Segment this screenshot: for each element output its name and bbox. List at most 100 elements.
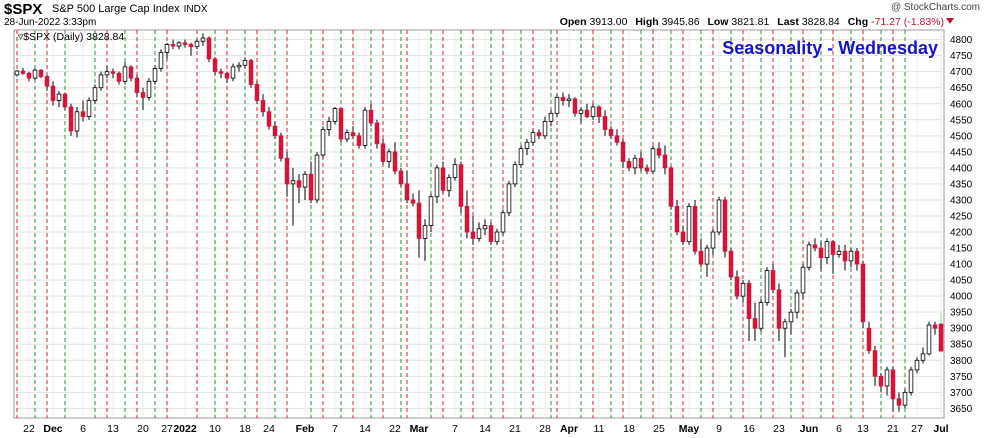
candle xyxy=(122,66,128,82)
candle xyxy=(842,250,848,262)
candle xyxy=(830,241,836,255)
x-tick-label: 14 xyxy=(479,423,491,435)
high-label: High xyxy=(635,16,659,28)
y-tick-label: 4000 xyxy=(950,292,973,303)
down-arrow-icon xyxy=(946,18,954,24)
y-tick-label: 4200 xyxy=(950,228,973,239)
candle xyxy=(716,199,722,233)
candle xyxy=(854,250,860,265)
timestamp: 28-Jun-2022 3:33pm xyxy=(4,17,97,28)
candle xyxy=(380,143,386,162)
candle xyxy=(650,148,656,172)
candle xyxy=(848,250,854,262)
x-tick-label: 24 xyxy=(263,423,275,435)
candle xyxy=(560,96,566,101)
y-tick-label: 4250 xyxy=(950,211,973,222)
chg-label: Chg xyxy=(847,16,869,28)
symbol: $SPX xyxy=(4,1,43,18)
candle xyxy=(542,120,548,137)
candle xyxy=(386,151,392,162)
candle xyxy=(362,109,368,146)
candle xyxy=(782,321,788,329)
x-tick-label: 6 xyxy=(836,423,842,435)
candle xyxy=(818,247,824,259)
candle xyxy=(800,266,806,294)
open-label: Open xyxy=(559,16,587,28)
candle xyxy=(926,324,932,355)
x-tick-label: 16 xyxy=(743,423,755,435)
candle xyxy=(416,202,422,239)
y-tick-label: 4300 xyxy=(950,195,973,206)
candle xyxy=(548,112,554,122)
candle xyxy=(602,116,608,130)
chart-header: $SPX S&P 500 Large Cap Index INDX 28-Jun-… xyxy=(0,0,990,30)
x-tick-label: 27 xyxy=(911,423,923,435)
y-tick-label: 3650 xyxy=(950,404,973,415)
candle xyxy=(734,276,740,297)
candle xyxy=(182,42,188,45)
candle xyxy=(422,225,428,239)
y-tick-label: 4350 xyxy=(950,179,973,190)
y-tick-label: 4550 xyxy=(950,115,973,126)
candle xyxy=(224,72,230,79)
candle xyxy=(194,40,200,48)
candle xyxy=(638,157,644,169)
candle xyxy=(578,109,584,114)
security-name-text: S&P 500 Large Cap Index xyxy=(52,3,180,15)
x-tick-label: 7 xyxy=(332,423,338,435)
candle xyxy=(668,167,674,207)
last-label: Last xyxy=(777,16,799,28)
candle xyxy=(758,302,764,329)
candle xyxy=(566,98,572,101)
x-tick-label: 13 xyxy=(107,423,119,435)
x-tick-label: 7 xyxy=(452,423,458,435)
x-tick-label: 6 xyxy=(80,423,86,435)
x-tick-label: 21 xyxy=(887,423,899,435)
x-tick-label: 2022 xyxy=(173,423,197,435)
candle xyxy=(230,66,236,79)
candle xyxy=(620,141,626,162)
candle xyxy=(554,96,560,114)
candle xyxy=(680,231,686,243)
candle xyxy=(908,369,914,393)
y-tick-label: 3900 xyxy=(950,324,973,335)
x-tick-label: Feb xyxy=(296,423,315,435)
candle xyxy=(188,44,194,48)
y-tick-label: 4600 xyxy=(950,99,973,110)
candle xyxy=(308,173,314,201)
high-value: 3945.86 xyxy=(661,16,700,28)
candle xyxy=(626,161,632,169)
candle xyxy=(302,173,308,188)
candle xyxy=(50,85,56,101)
candle xyxy=(428,196,434,227)
candle xyxy=(398,170,404,185)
y-tick-label: 4500 xyxy=(950,131,973,142)
candle xyxy=(410,199,416,204)
low-label: Low xyxy=(707,16,729,28)
candle xyxy=(452,164,458,178)
y-tick-label: 4450 xyxy=(950,147,973,158)
x-tick-label: 20 xyxy=(137,423,149,435)
candle xyxy=(62,93,68,108)
candle xyxy=(248,60,254,85)
candle xyxy=(272,125,278,137)
candle xyxy=(878,375,884,387)
candle xyxy=(152,68,158,82)
candle xyxy=(590,106,596,117)
candle xyxy=(128,66,134,79)
security-name: S&P 500 Large Cap Index INDX xyxy=(52,3,208,15)
candle xyxy=(662,154,668,169)
series-legend: ▿$SPX (Daily) 3828.84 xyxy=(18,31,124,43)
candle xyxy=(902,391,908,406)
candle xyxy=(458,164,464,207)
candle xyxy=(434,167,440,198)
candle xyxy=(572,98,578,114)
candle xyxy=(86,100,92,117)
candle xyxy=(512,164,518,185)
candle xyxy=(710,231,716,249)
candle xyxy=(14,70,20,76)
candle xyxy=(446,177,452,191)
candle xyxy=(524,141,530,150)
candle xyxy=(374,122,380,145)
